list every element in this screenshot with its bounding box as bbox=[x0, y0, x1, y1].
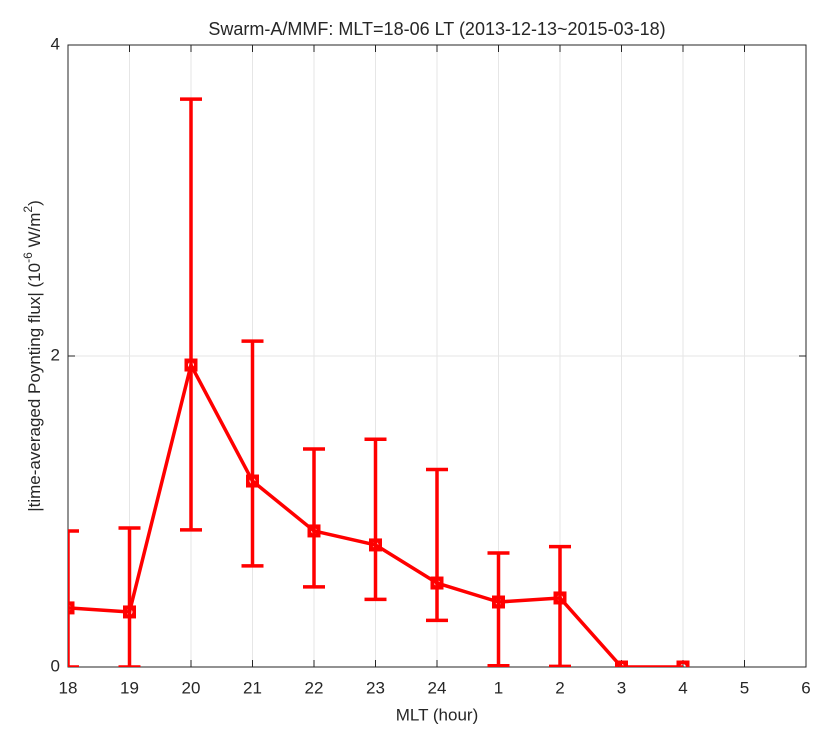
x-tick-label: 2 bbox=[555, 678, 564, 697]
marker-circle bbox=[124, 606, 135, 617]
chart-title: Swarm-A/MMF: MLT=18-06 LT (2013-12-13~20… bbox=[208, 19, 665, 39]
marker-circle bbox=[247, 476, 258, 487]
y-tick-label: 0 bbox=[51, 656, 60, 675]
x-tick-label: 20 bbox=[182, 678, 201, 697]
marker-circle bbox=[678, 662, 688, 667]
marker-circle bbox=[616, 662, 627, 667]
marker-circle bbox=[432, 578, 442, 589]
y-label-superscript: 2 bbox=[21, 206, 35, 213]
y-tick-label: 4 bbox=[51, 34, 60, 53]
marker-circle bbox=[370, 539, 381, 550]
y-label-superscript: -6 bbox=[21, 252, 35, 263]
x-tick-label: 1 bbox=[494, 678, 503, 697]
x-axis-label: MLT (hour) bbox=[396, 705, 479, 724]
marker-circle bbox=[309, 525, 319, 536]
marker-circle bbox=[186, 360, 196, 371]
x-tick-label: 18 bbox=[59, 678, 78, 697]
y-label-part: W/m bbox=[25, 213, 44, 253]
x-tick-label: 6 bbox=[801, 678, 810, 697]
y-label-part: ) bbox=[25, 200, 44, 206]
y-label-part: |time-averaged Poynting flux| (10 bbox=[25, 263, 44, 512]
x-tick-label: 3 bbox=[617, 678, 626, 697]
x-tick-label: 4 bbox=[678, 678, 687, 697]
marker-circle bbox=[493, 597, 504, 608]
y-tick-label: 2 bbox=[51, 345, 60, 364]
y-axis-label: |time-averaged Poynting flux| (10-6 W/m2… bbox=[21, 200, 44, 512]
x-tick-label: 24 bbox=[428, 678, 447, 697]
x-tick-label: 21 bbox=[243, 678, 262, 697]
marker-circle bbox=[68, 602, 73, 613]
marker-circle bbox=[555, 592, 565, 603]
x-tick-label: 5 bbox=[740, 678, 749, 697]
x-tick-label: 23 bbox=[366, 678, 385, 697]
plot-border bbox=[67, 44, 807, 668]
series bbox=[68, 97, 690, 667]
x-tick-label: 19 bbox=[120, 678, 139, 697]
x-tick-label: 22 bbox=[305, 678, 324, 697]
